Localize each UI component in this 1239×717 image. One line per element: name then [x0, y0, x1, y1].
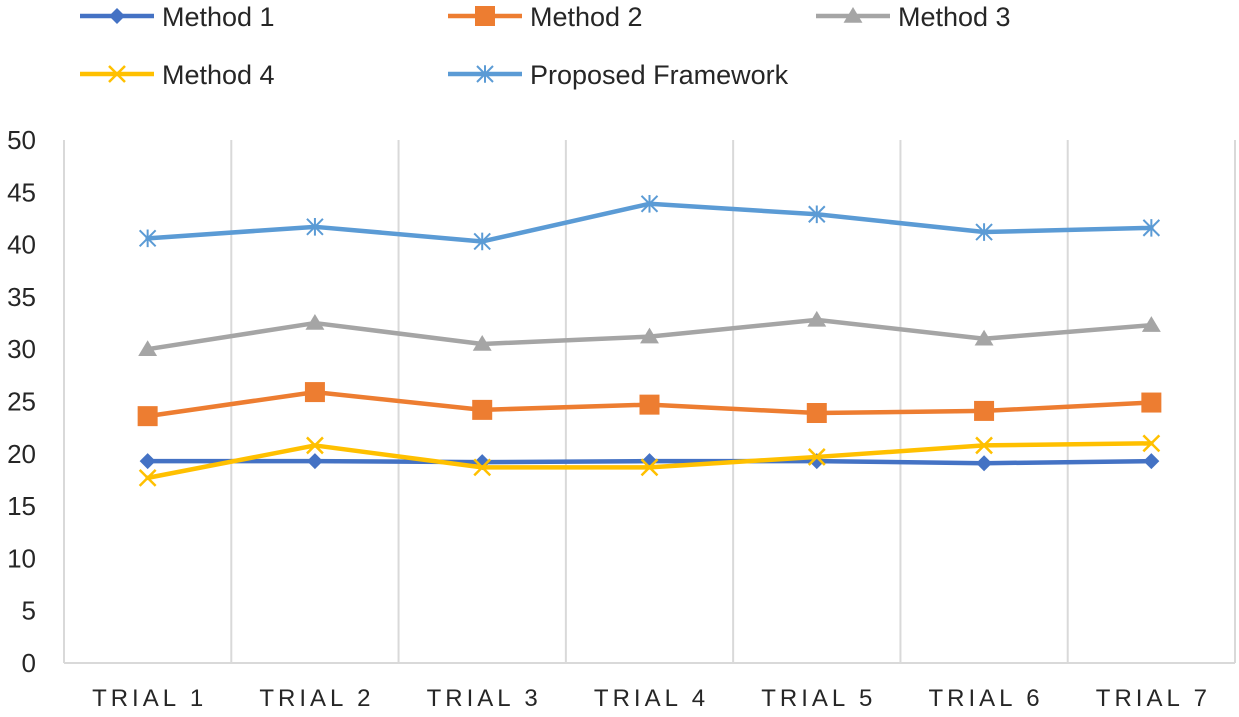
series-layer	[137, 195, 1162, 487]
legend-item-method-4: Method 4	[80, 60, 275, 90]
x-tick-label: TRIAL 6	[929, 685, 1044, 712]
legend-label: Method 3	[898, 2, 1011, 32]
x-tick-label: TRIAL 5	[761, 685, 876, 712]
y-tick-label: 5	[22, 596, 36, 626]
data-point-x	[975, 436, 993, 455]
data-point-asterisk	[138, 229, 157, 248]
data-point-triangle	[807, 310, 827, 327]
data-point-triangle	[843, 7, 863, 23]
data-point-x	[1142, 434, 1161, 453]
data-point-square	[304, 382, 325, 403]
y-tick-label: 30	[7, 334, 36, 364]
data-point-asterisk	[808, 205, 826, 224]
x-tick-label: TRIAL 2	[259, 685, 374, 712]
data-point-square	[137, 406, 158, 427]
y-tick-label: 0	[22, 648, 36, 678]
data-point-diamond	[139, 453, 156, 470]
series-proposed-framework	[138, 195, 1161, 251]
data-point-asterisk	[476, 65, 494, 83]
legend-item-proposed-framework: Proposed Framework	[448, 60, 789, 90]
data-point-square	[639, 394, 660, 415]
legend: Method 1 Method 2 Method 3 Method 4 Proposed…	[80, 2, 1011, 90]
data-point-asterisk	[1142, 219, 1161, 237]
data-point-x	[138, 468, 157, 487]
data-point-asterisk	[473, 232, 491, 251]
data-point-x	[306, 436, 324, 455]
x-tick-label: TRIAL 1	[92, 685, 207, 712]
data-point-triangle	[305, 314, 325, 330]
data-point-asterisk	[306, 218, 324, 236]
y-tick-label: 50	[7, 125, 36, 155]
data-point-x	[108, 65, 126, 83]
data-point-triangle	[472, 334, 492, 351]
series-method-4	[138, 434, 1161, 487]
data-point-diamond	[109, 8, 125, 24]
legend-item-method-1: Method 1	[80, 2, 275, 32]
y-tick-label: 40	[7, 230, 36, 260]
data-point-square	[1141, 392, 1162, 413]
y-tick-label: 20	[7, 439, 36, 469]
axis-layer: 0 5 10 15 20 25 30 35 40 45 50 TRIAL 1 TRIAL 2 TRIAL …	[7, 125, 1235, 712]
data-point-triangle	[640, 327, 659, 344]
data-point-triangle	[974, 329, 994, 346]
legend-label: Method 2	[530, 2, 643, 32]
data-point-triangle	[1141, 316, 1161, 332]
legend-label: Method 1	[162, 2, 275, 32]
x-tick-label: TRIAL 7	[1096, 685, 1211, 712]
data-point-square	[806, 403, 827, 424]
data-point-x	[473, 458, 492, 477]
y-tick-label: 25	[7, 387, 36, 417]
data-point-x	[640, 458, 659, 477]
legend-item-method-3: Method 3	[816, 2, 1011, 32]
data-point-triangle	[138, 340, 158, 356]
data-point-square	[974, 400, 995, 421]
data-point-asterisk	[975, 223, 993, 241]
data-point-diamond	[306, 453, 323, 470]
y-tick-label: 45	[7, 177, 36, 207]
data-point-square	[475, 6, 495, 26]
y-tick-label: 15	[7, 491, 36, 521]
x-tick-label: TRIAL 3	[427, 685, 542, 712]
series-method-3	[138, 310, 1161, 356]
data-point-x	[807, 448, 826, 466]
y-tick-label: 35	[7, 282, 36, 312]
legend-label: Method 4	[162, 60, 275, 90]
data-point-diamond	[976, 455, 993, 472]
y-tick-label: 10	[7, 543, 36, 573]
data-point-diamond	[1143, 453, 1160, 470]
data-point-asterisk	[640, 195, 659, 213]
legend-label: Proposed Framework	[530, 60, 789, 90]
x-tick-label: TRIAL 4	[594, 685, 709, 712]
legend-item-method-2: Method 2	[448, 2, 643, 32]
series-method-2	[137, 382, 1162, 427]
data-point-square	[472, 399, 493, 420]
